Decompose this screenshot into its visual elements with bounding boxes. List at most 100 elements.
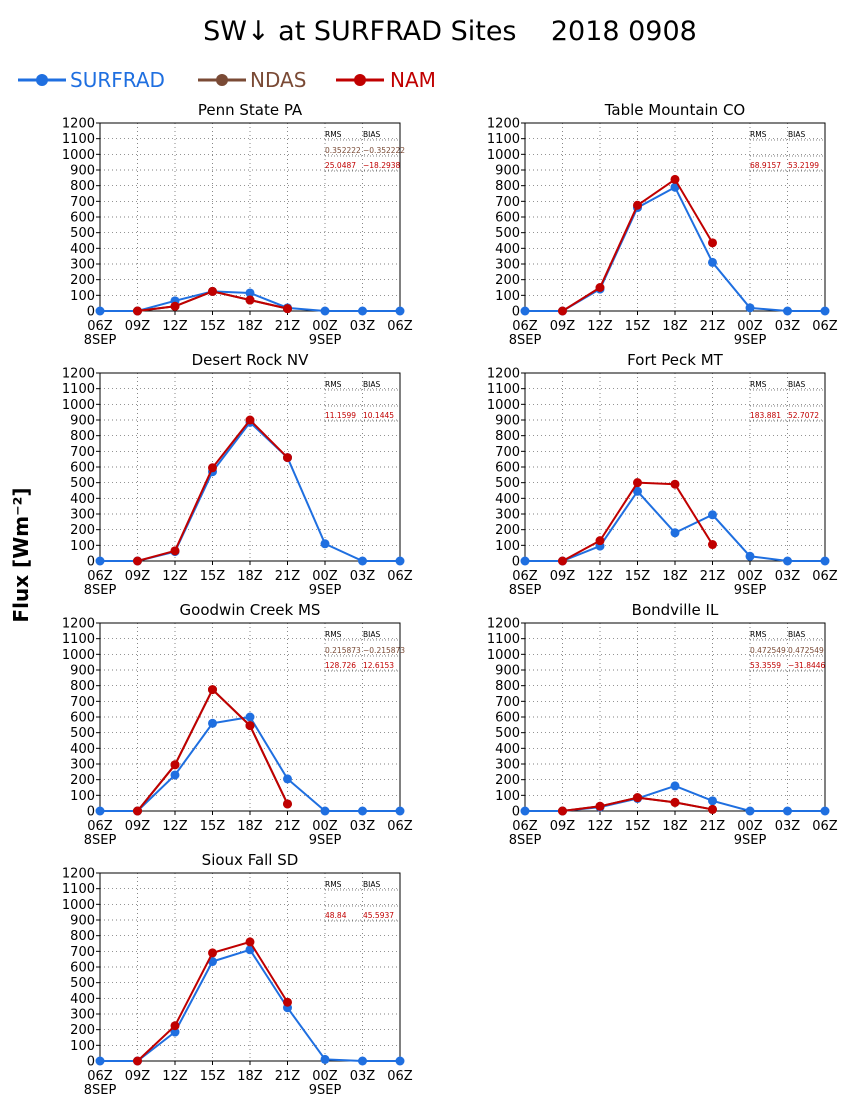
x-tick-label: 00Z xyxy=(312,569,338,584)
x-tick-label: 18Z xyxy=(662,569,688,584)
legend-label-nam: NAM xyxy=(390,68,436,92)
x-tick-label: 06Z xyxy=(387,569,413,584)
point-surfrad xyxy=(320,539,330,549)
y-tick-label: 1100 xyxy=(62,882,95,897)
y-tick-label: 400 xyxy=(70,492,95,507)
point-surfrad xyxy=(395,556,405,566)
point-nam xyxy=(133,556,142,566)
x-tick-label: 06Z xyxy=(812,819,838,834)
x-tick-label: 15Z xyxy=(625,319,651,334)
y-tick-label: 0 xyxy=(87,805,95,820)
x-date-label: 8SEP xyxy=(84,833,117,848)
y-tick-label: 900 xyxy=(70,914,95,929)
x-date-label: 9SEP xyxy=(734,833,767,848)
y-tick-label: 0 xyxy=(87,555,95,570)
point-surfrad xyxy=(95,556,105,566)
x-tick-label: 06Z xyxy=(512,819,538,834)
stats-header-rms: RMS xyxy=(750,630,767,639)
x-tick-label: 06Z xyxy=(512,569,538,584)
x-tick-label: 09Z xyxy=(550,569,576,584)
y-tick-label: 800 xyxy=(70,679,95,694)
y-tick-label: 1100 xyxy=(62,132,95,147)
point-surfrad xyxy=(633,486,642,496)
y-tick-label: 700 xyxy=(70,195,95,210)
x-tick-label: 00Z xyxy=(312,819,338,834)
y-tick-label: 800 xyxy=(70,929,95,944)
point-nam xyxy=(283,304,292,314)
point-nam xyxy=(633,793,642,803)
y-tick-label: 200 xyxy=(495,523,520,538)
stats-header-bias: BIAS xyxy=(363,880,380,889)
x-date-label: 8SEP xyxy=(509,333,542,348)
x-date-label: 8SEP xyxy=(509,833,542,848)
y-tick-label: 0 xyxy=(87,305,95,320)
stats-header-bias: BIAS xyxy=(363,130,380,139)
stats-header-bias: BIAS xyxy=(788,630,805,639)
y-tick-label: 900 xyxy=(70,664,95,679)
x-date-label: 9SEP xyxy=(734,333,767,348)
panel-desert-rock-nv: Desert Rock NV01002003004005006007008009… xyxy=(62,351,413,598)
y-tick-label: 500 xyxy=(70,476,95,491)
panel-penn-state-pa: Penn State PA 010020030040050060070080090… xyxy=(62,101,413,348)
point-surfrad xyxy=(708,796,717,806)
point-nam xyxy=(670,174,680,184)
stats-rms-nam: 128.726 xyxy=(325,661,356,670)
x-tick-label: 15Z xyxy=(200,569,226,584)
stats-header-bias: BIAS xyxy=(788,130,805,139)
x-tick-label: 09Z xyxy=(125,319,151,334)
x-date-label: 8SEP xyxy=(84,583,117,598)
panel-bondville-il: Bondville IL 0100200300400500600700800900… xyxy=(487,601,838,848)
point-nam xyxy=(133,806,142,816)
stats-bias-nam: −31.8446 xyxy=(788,661,826,670)
x-tick-label: 12Z xyxy=(162,819,188,834)
y-tick-label: 1000 xyxy=(62,648,95,663)
point-surfrad xyxy=(95,1056,105,1066)
stats-bias-ndas: 0.472549 xyxy=(788,646,824,655)
y-tick-label: 700 xyxy=(70,445,95,460)
y-tick-label: 500 xyxy=(70,726,95,741)
x-date-label: 9SEP xyxy=(734,583,767,598)
point-nam xyxy=(558,556,567,566)
point-nam xyxy=(245,937,255,947)
y-tick-label: 100 xyxy=(495,289,520,304)
x-tick-label: 09Z xyxy=(125,819,151,834)
point-nam xyxy=(670,479,680,489)
y-tick-label: 1100 xyxy=(62,632,95,647)
stats-bias-nam: −18.2938 xyxy=(363,161,401,170)
point-nam xyxy=(208,948,217,958)
x-tick-label: 21Z xyxy=(700,569,726,584)
y-tick-label: 1200 xyxy=(62,867,95,882)
point-surfrad xyxy=(320,806,330,816)
y-tick-label: 800 xyxy=(70,429,95,444)
x-tick-label: 03Z xyxy=(775,569,801,584)
point-surfrad xyxy=(395,806,405,816)
stats-rms-nam: 183.881 xyxy=(750,411,781,420)
y-tick-label: 1000 xyxy=(62,398,95,413)
y-tick-label: 300 xyxy=(495,508,520,523)
figure-title: SW↓ at SURFRAD Sites 2018 0908 xyxy=(203,16,697,47)
legend: SURFRAD NDAS NAM xyxy=(18,68,436,92)
x-tick-label: 09Z xyxy=(125,1069,151,1084)
x-tick-label: 15Z xyxy=(200,1069,226,1084)
stats-header-rms: RMS xyxy=(325,130,342,139)
x-tick-label: 21Z xyxy=(275,569,301,584)
panel-title-bondville-il: Bondville IL xyxy=(632,601,719,619)
point-nam xyxy=(283,997,292,1007)
y-tick-label: 600 xyxy=(495,461,520,476)
x-tick-label: 06Z xyxy=(87,1069,113,1084)
y-tick-label: 900 xyxy=(70,414,95,429)
y-tick-label: 500 xyxy=(70,226,95,241)
y-tick-label: 500 xyxy=(70,976,95,991)
y-tick-label: 300 xyxy=(495,258,520,273)
point-surfrad xyxy=(208,718,217,728)
x-date-label: 8SEP xyxy=(84,333,117,348)
stats-header-rms: RMS xyxy=(325,380,342,389)
x-tick-label: 06Z xyxy=(387,319,413,334)
x-tick-label: 12Z xyxy=(162,1069,188,1084)
x-tick-label: 03Z xyxy=(350,819,376,834)
y-tick-label: 200 xyxy=(70,523,95,538)
point-nam xyxy=(633,200,642,210)
x-tick-label: 06Z xyxy=(812,569,838,584)
y-tick-label: 700 xyxy=(70,695,95,710)
legend-label-ndas: NDAS xyxy=(250,68,306,92)
